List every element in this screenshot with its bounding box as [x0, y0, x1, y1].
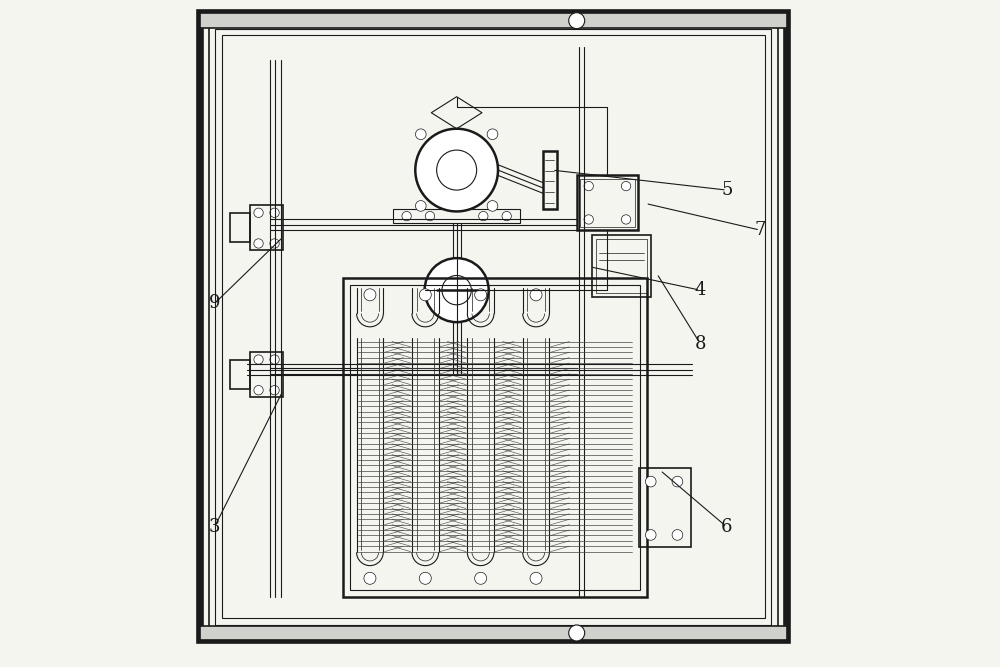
Text: 9: 9	[209, 295, 220, 312]
Bar	[200, 13, 787, 28]
Bar	[592, 235, 651, 297]
Circle shape	[415, 129, 498, 211]
Bar	[200, 626, 787, 640]
Bar	[215, 29, 771, 625]
Text: 6: 6	[721, 518, 733, 536]
Circle shape	[254, 239, 263, 248]
Circle shape	[645, 530, 656, 540]
Bar	[580, 179, 635, 227]
Circle shape	[425, 258, 489, 322]
Text: 3: 3	[209, 518, 220, 536]
Bar	[343, 278, 647, 597]
Bar	[222, 35, 765, 618]
Circle shape	[569, 625, 585, 641]
Circle shape	[487, 129, 498, 139]
Circle shape	[364, 572, 376, 584]
Circle shape	[270, 386, 279, 395]
Text: 5: 5	[721, 181, 732, 199]
Circle shape	[254, 386, 263, 395]
Circle shape	[621, 181, 631, 191]
Circle shape	[415, 201, 426, 211]
Circle shape	[425, 211, 435, 221]
Bar	[639, 468, 691, 547]
Circle shape	[402, 211, 411, 221]
Bar	[250, 352, 283, 397]
Circle shape	[530, 289, 542, 301]
Circle shape	[270, 355, 279, 364]
Bar	[543, 151, 557, 209]
Circle shape	[672, 530, 683, 540]
Text: 7: 7	[754, 221, 766, 239]
Circle shape	[479, 211, 488, 221]
Circle shape	[270, 239, 279, 248]
Circle shape	[645, 476, 656, 487]
Circle shape	[475, 572, 487, 584]
Circle shape	[487, 201, 498, 211]
Circle shape	[584, 181, 593, 191]
Circle shape	[475, 289, 487, 301]
Text: 8: 8	[694, 335, 706, 352]
Circle shape	[419, 572, 431, 584]
Circle shape	[584, 215, 593, 224]
Circle shape	[502, 211, 511, 221]
Circle shape	[270, 208, 279, 217]
Bar	[230, 213, 250, 242]
Circle shape	[254, 208, 263, 217]
Circle shape	[254, 355, 263, 364]
Bar	[577, 175, 638, 230]
Text: 4: 4	[694, 281, 706, 299]
Bar	[350, 285, 640, 590]
Bar	[230, 360, 250, 389]
Bar	[200, 13, 787, 640]
Circle shape	[569, 13, 585, 29]
Circle shape	[364, 289, 376, 301]
Circle shape	[530, 572, 542, 584]
Bar	[209, 22, 778, 632]
Bar	[250, 205, 283, 250]
Bar	[596, 239, 647, 293]
Circle shape	[419, 289, 431, 301]
Circle shape	[672, 476, 683, 487]
Bar	[393, 209, 520, 223]
Circle shape	[621, 215, 631, 224]
Circle shape	[415, 129, 426, 139]
